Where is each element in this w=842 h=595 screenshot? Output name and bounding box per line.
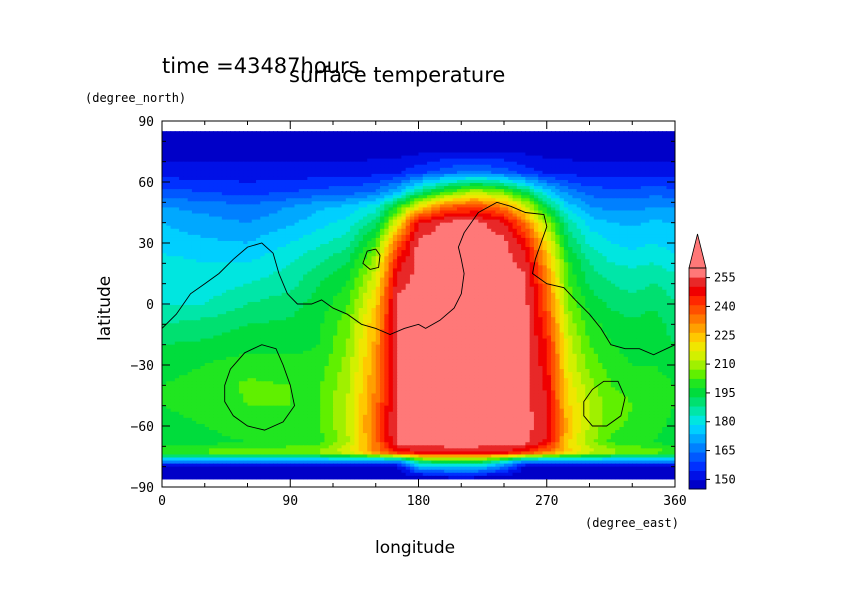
x-tick-label: 360	[663, 494, 686, 509]
colorbar-tick-label: 240	[714, 299, 736, 313]
colorbar-swatch	[689, 323, 706, 333]
colorbar-swatch	[689, 314, 706, 324]
contour-lines	[162, 201, 675, 431]
colorbar-swatch	[689, 415, 706, 425]
x-tick-label: 180	[407, 494, 430, 509]
contour-line-1	[162, 201, 675, 356]
x-tick-label: 90	[282, 494, 298, 509]
y-unit-label: (degree_north)	[85, 91, 186, 105]
y-tick-label: −60	[131, 420, 154, 435]
colorbar-tick-label: 210	[714, 357, 736, 371]
y-tick-label: 90	[138, 115, 154, 130]
y-tick-label: 0	[146, 298, 154, 313]
temperature-field	[162, 121, 675, 487]
colorbar-swatch	[689, 452, 706, 462]
x-tick-label: 0	[158, 494, 166, 509]
colorbar-tick-label: 180	[714, 415, 736, 429]
axis-ticks: 0 90 180 270 360 90 60 30 0 −30 −60 −90	[131, 115, 687, 509]
colorbar-swatch	[689, 378, 706, 389]
colorbar-swatch	[689, 332, 706, 343]
colorbar-swatch	[689, 341, 706, 352]
contour-line-3	[583, 380, 626, 427]
colorbar-extend-max	[688, 233, 707, 269]
colorbar-swatch	[689, 369, 706, 379]
colorbar-tick-label: 255	[714, 271, 736, 285]
colorbar-swatch	[689, 277, 706, 287]
y-tick-label: −90	[131, 481, 154, 496]
y-tick-label: −30	[131, 359, 154, 374]
y-axis-label: latitude	[95, 276, 115, 341]
colorbar-swatch	[689, 433, 706, 444]
time-label: time =43487hours	[162, 54, 360, 78]
y-tick-label: 60	[138, 176, 154, 191]
chart-title: surface temperature	[289, 63, 505, 87]
colorbar-swatch	[689, 470, 706, 481]
colorbar-swatch	[689, 424, 706, 435]
colorbar-swatch	[689, 396, 706, 407]
x-axis-label: longitude	[375, 538, 455, 558]
colorbar-swatch	[689, 268, 706, 278]
colorbar-swatch	[689, 286, 706, 297]
colorbar-swatch	[689, 461, 706, 471]
colorbar-swatch	[689, 360, 706, 370]
colorbar-tick-label: 195	[714, 386, 736, 400]
contour-line-2	[224, 344, 295, 431]
colorbar-tick-label: 165	[714, 444, 736, 458]
colorbar: 150 165 180 195 210 225 240 255	[688, 233, 736, 490]
x-unit-label: (degree_east)	[585, 516, 679, 530]
colorbar-swatch	[689, 295, 706, 306]
colorbar-swatch	[689, 442, 706, 453]
x-tick-label: 270	[535, 494, 558, 509]
colorbar-swatch	[689, 350, 706, 361]
colorbar-swatch	[689, 406, 706, 416]
colorbar-swatch	[689, 387, 706, 398]
colorbar-swatch	[689, 479, 706, 490]
colorbar-tick-label: 225	[714, 328, 736, 342]
colorbar-swatch	[689, 304, 706, 315]
contour-line-4	[362, 248, 381, 270]
y-tick-label: 30	[138, 237, 154, 252]
colorbar-tick-label: 150	[714, 472, 736, 486]
